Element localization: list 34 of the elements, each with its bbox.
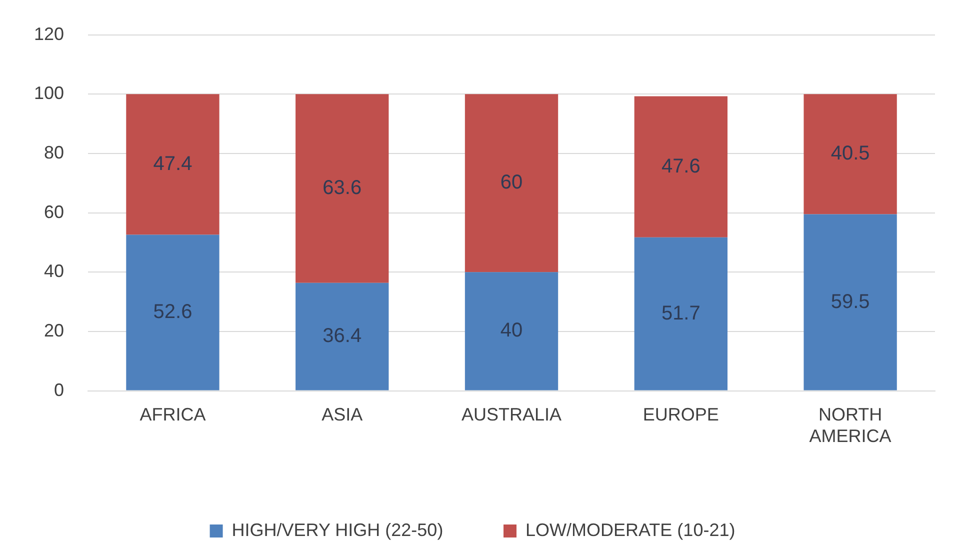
- bar: [804, 214, 897, 390]
- x-tick-label: AFRICA: [140, 404, 206, 425]
- bar: [296, 282, 389, 390]
- y-tick-label: 60: [44, 202, 64, 222]
- bar: [634, 237, 728, 390]
- y-tick-label: 40: [44, 261, 64, 282]
- bar: [126, 94, 220, 235]
- data-label: 47.4: [153, 152, 192, 175]
- data-label: 60: [500, 172, 523, 194]
- x-tick-label: AUSTRALIA: [462, 404, 562, 425]
- data-label: 59.5: [830, 290, 870, 313]
- y-tick-label: 100: [34, 83, 64, 104]
- y-tick-label: 120: [34, 24, 64, 44]
- legend-label: HIGH/VERY HIGH (22-50): [232, 520, 444, 540]
- y-tick-label: 0: [54, 380, 64, 400]
- bar: [804, 94, 897, 214]
- data-label: 40.5: [830, 142, 870, 165]
- bar: [126, 234, 220, 390]
- data-label: 51.7: [661, 302, 700, 324]
- data-label: 52.6: [153, 301, 192, 324]
- data-label: 47.6: [661, 155, 700, 178]
- y-tick-label: 80: [44, 142, 64, 162]
- bar: [464, 94, 558, 272]
- legend-label: LOW/MODERATE (10-21): [526, 520, 736, 540]
- data-label: 63.6: [322, 176, 362, 199]
- bar: [634, 96, 728, 238]
- data-label: 40: [500, 320, 523, 342]
- data-label: 36.4: [322, 325, 362, 348]
- y-tick-label: 20: [44, 320, 64, 340]
- x-tick-label: ASIA: [322, 404, 363, 425]
- bar: [464, 272, 558, 390]
- bar: [296, 94, 389, 283]
- x-tick-label: EUROPE: [642, 404, 719, 425]
- x-tick-label: NORTH AMERICA: [809, 404, 892, 446]
